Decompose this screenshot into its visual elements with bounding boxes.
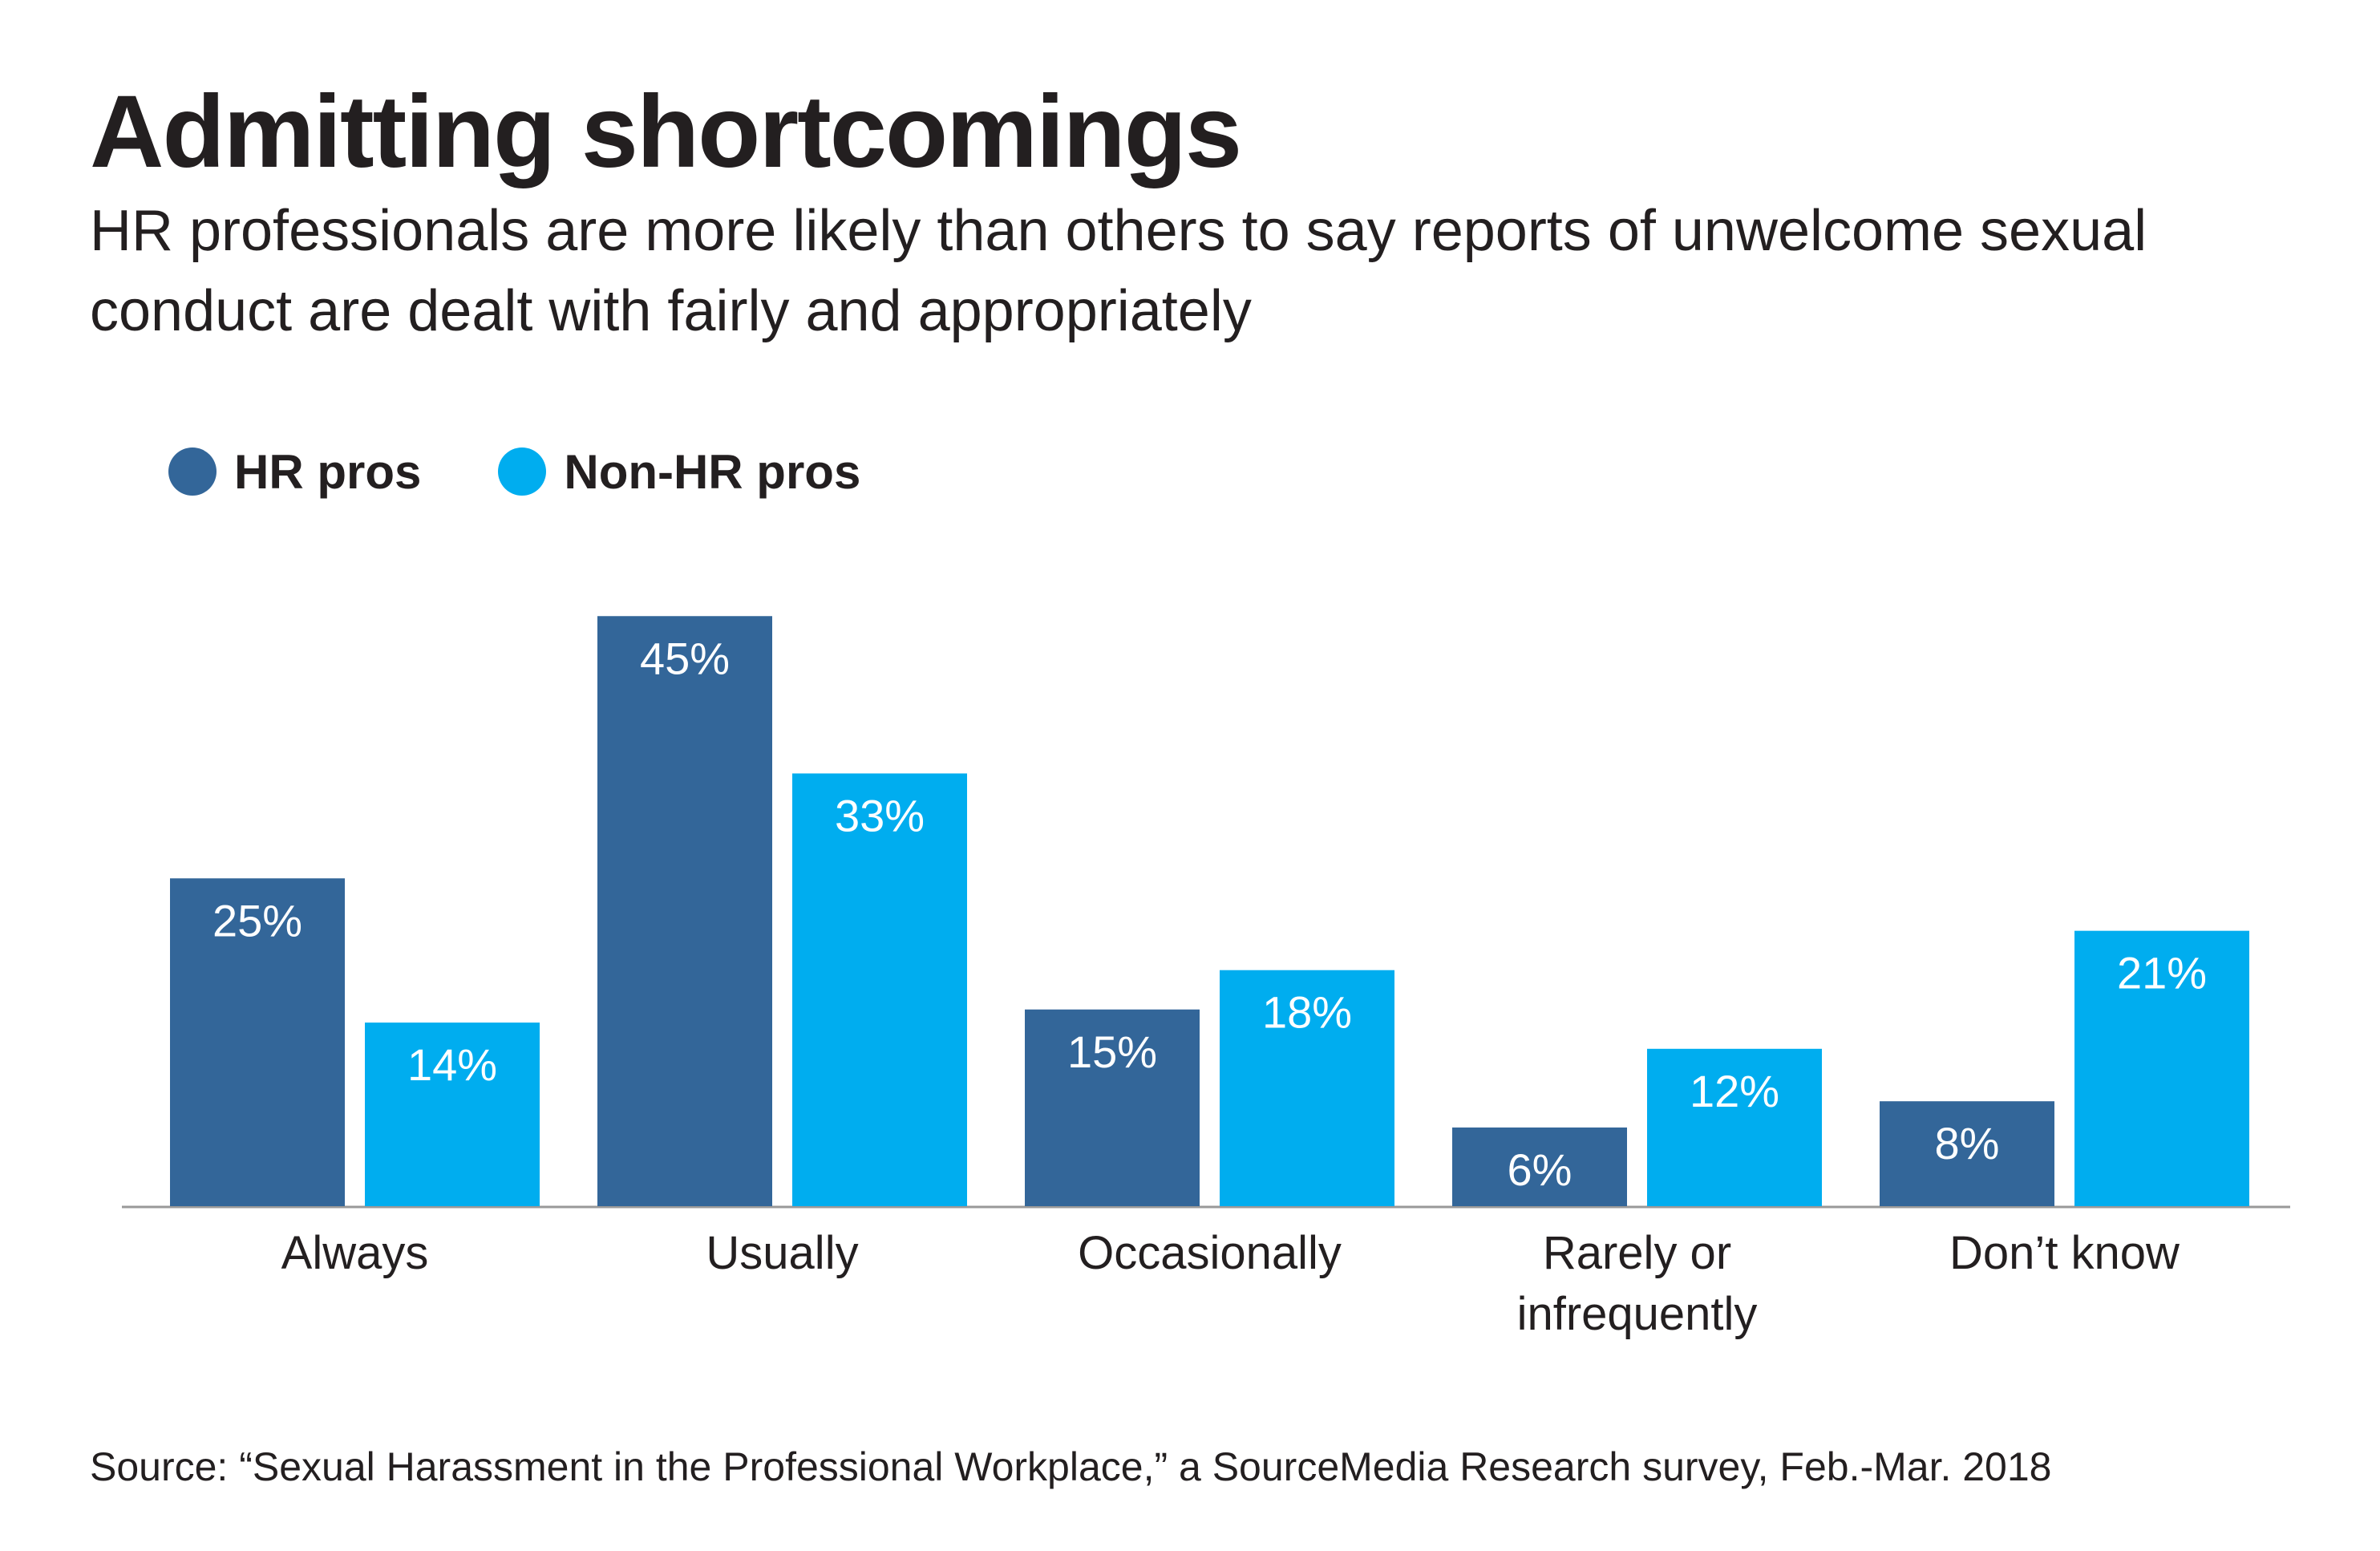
bar-hr-pros-always [170,878,345,1206]
bar-label-non-hr-pros-don-t-know: 21% [2117,948,2207,998]
bar-hr-pros-usually [597,616,772,1206]
legend-item-non-hr-pros: Non-HR pros [498,444,860,500]
bar-label-hr-pros-usually: 45% [640,633,730,683]
bar-hr-pros-rarely-or-infrequently [1452,1127,1627,1206]
x-tick-label-don-t-know: Don’t know [1949,1227,2180,1279]
bar-non-hr-pros-occasionally [1220,970,1394,1206]
x-tick-label-occasionally: Occasionally [1078,1227,1342,1279]
legend-item-hr-pros: HR pros [168,444,421,500]
bar-label-hr-pros-rarely-or-infrequently: 6% [1508,1144,1572,1195]
bar-label-non-hr-pros-rarely-or-infrequently: 12% [1690,1066,1779,1116]
legend-swatch-non-hr-pros [498,447,547,496]
legend: HR pros Non-HR pros [168,439,937,504]
bar-non-hr-pros-don-t-know [2074,930,2249,1206]
bar-label-non-hr-pros-always: 14% [407,1039,497,1090]
bar-label-non-hr-pros-usually: 33% [835,790,925,840]
bar-label-hr-pros-don-t-know: 8% [1935,1118,2000,1168]
bar-non-hr-pros-rarely-or-infrequently [1647,1048,1822,1206]
bar-label-hr-pros-always: 25% [212,895,302,946]
chart-title: Admitting shortcomings [90,75,1242,189]
bar-label-hr-pros-occasionally: 15% [1067,1027,1157,1077]
x-tick-label-usually: Usually [706,1227,858,1279]
legend-label-hr-pros: HR pros [234,444,422,499]
bar-non-hr-pros-always [365,1023,540,1206]
x-tick-label-rarely-or-infrequently-line-1: Rarely or [1543,1227,1731,1279]
source-note: Source: “Sexual Harassment in the Profes… [90,1444,2052,1489]
chart-subtitle: HR professionals are more likely than ot… [90,199,2147,343]
bar-label-non-hr-pros-occasionally: 18% [1262,987,1352,1038]
bar-hr-pros-don-t-know [1880,1101,2054,1206]
legend-label-non-hr-pros: Non-HR pros [564,444,861,499]
x-tick-label-rarely-or-infrequently-line-2: infrequently [1517,1288,1758,1340]
x-tick-label-always: Always [281,1227,429,1279]
bar-non-hr-pros-usually [792,773,967,1206]
bar-hr-pros-occasionally [1025,1009,1200,1206]
legend-swatch-hr-pros [168,447,217,496]
